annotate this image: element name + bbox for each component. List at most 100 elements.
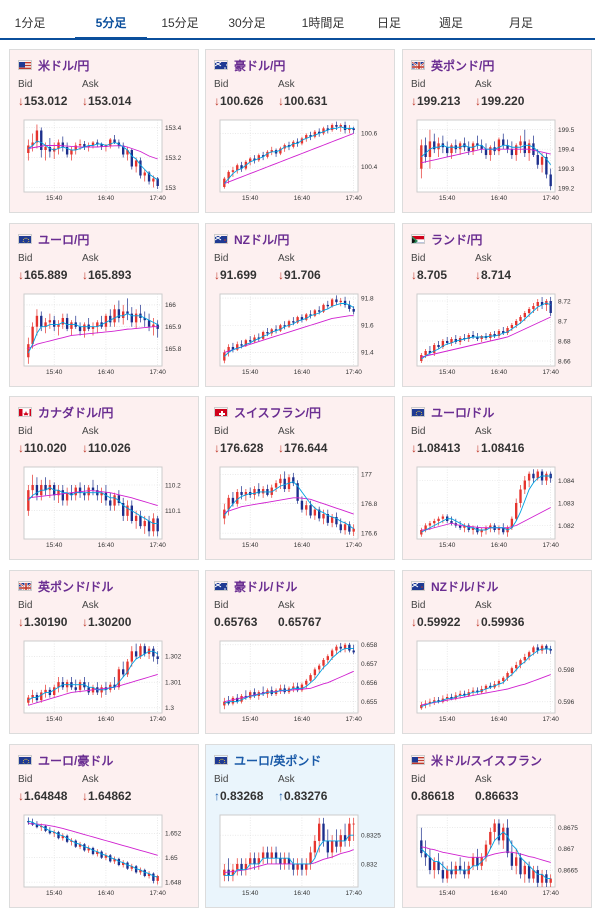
tab-1[interactable]: 5分足 xyxy=(75,0,147,40)
card-title[interactable]: ユーロ/豪ドル xyxy=(18,753,113,768)
tab-2[interactable]: 15分足 xyxy=(161,16,199,30)
bid-value: ↓8.705 xyxy=(411,268,448,282)
card-title[interactable]: 英ポンド/円 xyxy=(411,58,494,73)
price-chart[interactable]: 0.655 0.656 0.657 0.658 15:40 16:40 17:40 xyxy=(214,637,388,729)
tab-4[interactable]: 1時間足 xyxy=(301,16,345,30)
x-tick-label: 17:40 xyxy=(150,716,167,723)
rate-card-usdchf[interactable]: 米ドル/スイスフラン Bid Ask 0.86618 0.86633 0.8665 0.86… xyxy=(402,744,592,908)
price-chart[interactable]: 0.832 0.8325 15:40 16:40 17:40 xyxy=(214,811,388,903)
candle xyxy=(240,491,243,495)
card-title[interactable]: ユーロ/ドル xyxy=(411,405,494,420)
rate-card-nzdjpy[interactable]: NZドル/円 Bid Ask ↓91.699 ↓91.706 91.4 91.6 91.8 15… xyxy=(205,223,395,387)
rate-card-cadjpy[interactable]: カナダドル/円 Bid Ask ↓110.020 ↓110.026 110.1 110.2 1… xyxy=(9,396,199,560)
x-tick-label: 15:40 xyxy=(439,195,456,202)
y-tick-label: 100.6 xyxy=(361,131,378,138)
candle xyxy=(70,492,73,496)
candle xyxy=(240,165,243,169)
card-title[interactable]: ランド/円 xyxy=(411,232,482,247)
candle xyxy=(44,689,47,693)
candle xyxy=(31,142,34,146)
price-chart[interactable]: 100.4 100.6 15:40 16:40 17:40 xyxy=(214,116,388,208)
candle xyxy=(279,478,282,484)
x-tick-label: 16:40 xyxy=(294,369,311,376)
price-chart[interactable]: 110.1 110.2 15:40 16:40 17:40 xyxy=(18,463,192,555)
tab-0[interactable]: 1分足 xyxy=(14,16,46,30)
rate-card-nzdusd[interactable]: NZドル/ドル Bid Ask ↓0.59922 ↓0.59936 0.596 0.598 1… xyxy=(402,570,592,734)
rate-card-eurjpy[interactable]: ユーロ/円 Bid Ask ↓165.889 ↓165.893 165.8 165.9 166… xyxy=(9,223,199,387)
candle xyxy=(467,147,470,152)
candle xyxy=(497,681,501,685)
rate-card-gbpjpy[interactable]: 英ポンド/円 Bid Ask ↓199.213 ↓199.220 199.2 199.3 19… xyxy=(402,49,592,213)
candle xyxy=(437,345,440,347)
card-title[interactable]: ユーロ/円 xyxy=(18,232,89,247)
candle xyxy=(152,518,155,532)
tab-7[interactable]: 月足 xyxy=(508,16,533,30)
card-title[interactable]: 英ポンド/ドル xyxy=(18,579,113,594)
y-tick-label: 1.084 xyxy=(558,478,575,485)
candle xyxy=(27,490,30,511)
candle xyxy=(313,310,317,316)
rate-card-audjpy[interactable]: 豪ドル/円 Bid Ask ↓100.626 ↓100.631 100.4 100.6 15:… xyxy=(205,49,395,213)
card-title[interactable]: 米ドル/スイスフラン xyxy=(411,753,542,768)
candle xyxy=(515,321,518,325)
price-chart[interactable]: 176.6 176.8 177 15:40 16:40 17:40 xyxy=(214,463,388,555)
rate-card-zarjpy[interactable]: ランド/円 Bid Ask ↓8.705 ↓8.714 8.66 8.68 8.7 8.72 15… xyxy=(402,223,592,387)
x-tick-label: 16:40 xyxy=(98,890,115,897)
candle xyxy=(519,317,522,321)
tab-3[interactable]: 30分足 xyxy=(228,16,266,30)
card-title[interactable]: 豪ドル/円 xyxy=(214,58,285,73)
price-chart[interactable]: 1.082 1.083 1.084 15:40 16:40 17:40 xyxy=(411,463,585,555)
price-chart[interactable]: 0.596 0.598 15:40 16:40 17:40 xyxy=(411,637,585,729)
card-title[interactable]: NZドル/ドル xyxy=(411,579,498,594)
candle xyxy=(249,158,252,162)
candle xyxy=(497,527,501,530)
price-chart[interactable]: 199.2 199.3 199.4 199.5 15:40 16:40 17:40 xyxy=(411,116,585,208)
price-chart[interactable]: 91.4 91.6 91.8 15:40 16:40 17:40 xyxy=(214,290,388,382)
candle xyxy=(433,521,436,524)
card-title[interactable]: ユーロ/英ポンド xyxy=(214,753,321,768)
candle xyxy=(313,509,317,516)
ask-value: 0.65767 xyxy=(278,615,322,629)
card-title[interactable]: スイスフラン/円 xyxy=(214,405,321,420)
candle xyxy=(109,500,112,506)
tab-5[interactable]: 日足 xyxy=(376,16,401,30)
candle xyxy=(152,648,155,657)
arrow-down-icon: ↓ xyxy=(214,441,220,455)
price-chart[interactable]: 1.648 1.65 1.652 15:40 16:40 17:40 xyxy=(18,811,192,903)
ask-value: ↓1.08416 xyxy=(475,441,525,455)
arrow-up-icon: ↑ xyxy=(214,789,220,803)
card-title[interactable]: カナダドル/円 xyxy=(18,405,113,420)
x-tick-label: 16:40 xyxy=(98,716,115,723)
price-chart[interactable]: 153 153.2 153.4 15:40 16:40 17:40 xyxy=(18,116,192,208)
tab-6[interactable]: 週足 xyxy=(438,16,463,30)
rate-card-usdjpy[interactable]: 米ドル/円 Bid Ask ↓153.012 ↓153.014 153 153.2 153.4… xyxy=(9,49,199,213)
rate-card-eurgbp[interactable]: ユーロ/英ポンド Bid Ask ↑0.83268 ↑0.83276 0.832 0.832… xyxy=(205,744,395,908)
arrow-down-icon: ↓ xyxy=(411,94,417,108)
card-title[interactable]: 米ドル/円 xyxy=(18,58,89,73)
price-chart[interactable]: 8.66 8.68 8.7 8.72 15:40 16:40 17:40 xyxy=(411,290,585,382)
eu-flag-icon xyxy=(214,755,228,765)
candle xyxy=(292,477,295,484)
ask-value: ↓176.644 xyxy=(278,441,328,455)
price-chart[interactable]: 0.8665 0.867 0.8675 15:40 16:40 17:40 xyxy=(411,811,585,903)
rate-card-chfjpy[interactable]: スイスフラン/円 Bid Ask ↓176.628 ↓176.644 176.6 176.8… xyxy=(205,396,395,560)
candle xyxy=(540,874,544,883)
card-title[interactable]: 豪ドル/ドル xyxy=(214,579,297,594)
price-chart[interactable]: 165.8 165.9 166 15:40 16:40 17:40 xyxy=(18,290,192,382)
candle xyxy=(458,693,462,696)
card-title[interactable]: NZドル/円 xyxy=(214,232,289,247)
candle xyxy=(502,139,505,146)
rate-card-euraud[interactable]: ユーロ/豪ドル Bid Ask ↓1.64848 ↓1.64862 1.648 1.65 1.… xyxy=(9,744,199,908)
rate-card-gbpusd[interactable]: 英ポンド/ドル Bid Ask ↓1.30190 ↓1.30200 1.3 1.301 1.3… xyxy=(9,570,199,734)
candle xyxy=(420,355,423,361)
x-tick-label: 17:40 xyxy=(346,369,363,376)
candle xyxy=(450,521,453,524)
candle xyxy=(523,141,526,154)
candle xyxy=(27,145,30,153)
rate-card-eurusd[interactable]: ユーロ/ドル Bid Ask ↓1.08413 ↓1.08416 1.082 1.083 1.… xyxy=(402,396,592,560)
price-chart[interactable]: 1.3 1.301 1.302 15:40 16:40 17:40 xyxy=(18,637,192,729)
candle xyxy=(463,338,466,339)
candle xyxy=(446,147,449,154)
candle xyxy=(48,320,52,323)
rate-card-audusd[interactable]: 豪ドル/ドル Bid Ask 0.65763 0.65767 0.655 0.656 0.65… xyxy=(205,570,395,734)
